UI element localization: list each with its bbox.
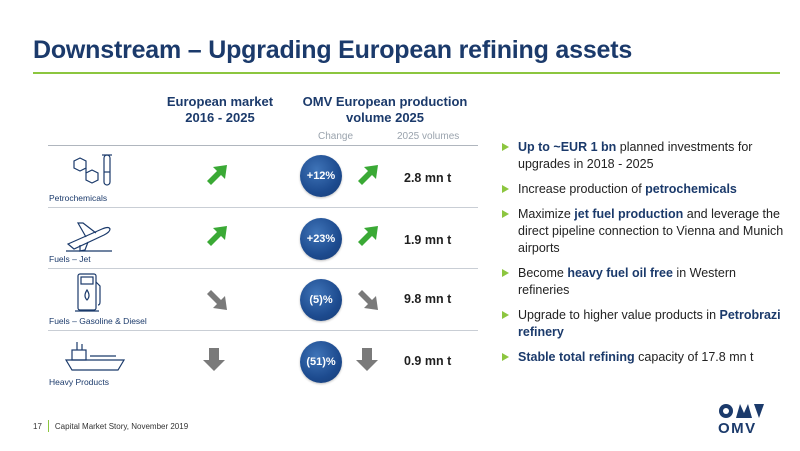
logo-text: OMV	[718, 420, 757, 437]
column-header-market-text: European market 2016 - 2025	[166, 94, 274, 125]
volume-value: 0.9 mn t	[404, 354, 452, 368]
column-header-omv-text: OMV European production volume 2025	[302, 94, 468, 125]
bullet-item: Become heavy fuel oil free in Western re…	[502, 265, 787, 299]
row-divider	[48, 330, 478, 331]
volume-value: 1.9 mn t	[404, 233, 452, 247]
molecule-testtube-icon	[73, 154, 112, 186]
bullet-triangle-icon	[502, 311, 509, 319]
category-label: Fuels – Gasoline & Diesel	[49, 316, 147, 326]
footer-text: Capital Market Story, November 2019	[54, 421, 189, 431]
column-header-market: European market 2016 - 2025	[160, 94, 280, 126]
row-divider	[48, 207, 478, 208]
arrow-down-right-icon	[358, 290, 378, 310]
bullet-text: Become	[518, 266, 568, 280]
arrow-up-right-icon	[358, 165, 378, 185]
airplane-icon	[66, 222, 112, 252]
row-divider	[48, 145, 478, 146]
change-badge: (51)%	[300, 341, 342, 383]
bullet-text: petrochemicals	[645, 182, 737, 196]
category-label: Petrochemicals	[49, 193, 108, 203]
bullet-text: Up to ~EUR 1 bn	[518, 140, 617, 154]
omv-logo-icon	[719, 404, 764, 418]
arrow-up-right-icon	[358, 226, 378, 246]
bullet-text: Upgrade to higher value products in	[518, 308, 720, 322]
bullet-text: in Western refineries	[518, 266, 736, 297]
fuel-pump-icon	[75, 273, 101, 312]
footer: 17 Capital Market Story, November 2019	[33, 420, 188, 432]
bullet-text: Petrobrazi refinery	[518, 308, 781, 339]
row-divider	[48, 268, 478, 269]
bullet-text: Increase production of	[518, 182, 646, 196]
subheader-volumes: 2025 volumes	[397, 131, 460, 142]
bullet-text: and leverage the direct pipeline connect…	[518, 207, 784, 255]
category-label: Heavy Products	[49, 377, 109, 387]
category-label: Fuels – Jet	[49, 254, 91, 264]
bullet-triangle-icon	[502, 185, 509, 193]
page-number: 17	[33, 421, 42, 431]
bullet-item: Upgrade to higher value products in Petr…	[502, 307, 787, 341]
change-badge: (5)%	[300, 279, 342, 321]
bullet-item: Up to ~EUR 1 bn planned investments for …	[502, 139, 787, 173]
bullet-text: Stable total refining	[518, 350, 635, 364]
change-badge: +23%	[300, 218, 342, 260]
page-title: Downstream – Upgrading European refining…	[33, 36, 633, 64]
bullet-text: heavy fuel oil free	[567, 266, 673, 280]
bullet-list: Up to ~EUR 1 bn planned investments for …	[502, 139, 787, 374]
bullet-triangle-icon	[502, 269, 509, 277]
bullet-item: Increase production of petrochemicals	[502, 181, 787, 198]
arrow-up-right-icon	[207, 165, 227, 185]
bullet-text: capacity of 17.8 mn t	[634, 350, 754, 364]
arrow-up-right-icon	[207, 226, 227, 246]
bullet-text: Maximize	[518, 207, 575, 221]
bullet-text: jet fuel production	[574, 207, 684, 221]
arrow-down-icon	[356, 348, 378, 371]
bullet-triangle-icon	[502, 143, 509, 151]
arrow-down-icon	[203, 348, 225, 371]
bullet-item: Maximize jet fuel production and leverag…	[502, 206, 787, 257]
volume-value: 2.8 mn t	[404, 171, 452, 185]
change-badge: +12%	[300, 155, 342, 197]
bullet-text: planned investments for upgrades in 2018…	[518, 140, 753, 171]
ship-icon	[64, 342, 126, 371]
footer-separator	[47, 420, 49, 432]
arrow-down-right-icon	[207, 290, 227, 310]
title-rule	[33, 72, 780, 74]
subheader-change: Change	[318, 131, 354, 142]
column-header-omv: OMV European production volume 2025	[290, 94, 480, 126]
volume-value: 9.8 mn t	[404, 292, 452, 306]
bullet-triangle-icon	[502, 210, 509, 218]
bullet-triangle-icon	[502, 353, 509, 361]
bullet-item: Stable total refining capacity of 17.8 m…	[502, 349, 787, 366]
